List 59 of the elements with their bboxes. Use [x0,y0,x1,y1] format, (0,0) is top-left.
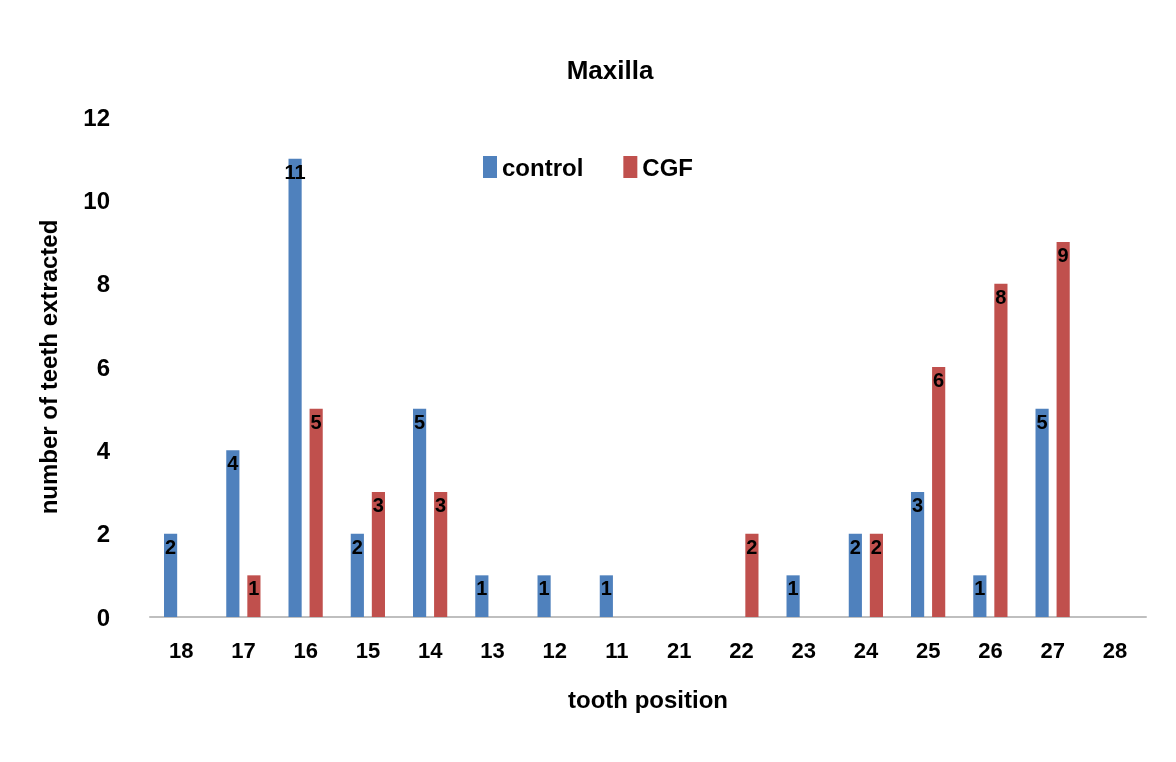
data-label: 2 [746,535,758,558]
x-axis-title: tooth position [568,685,728,713]
bar [1035,408,1049,617]
x-tick-label: 17 [231,637,256,663]
chart-title: Maxilla [566,55,654,85]
x-tick-label: 14 [417,637,444,663]
x-tick-label: 24 [853,637,879,663]
data-label: 5 [414,410,426,433]
data-label: 1 [538,577,550,600]
data-label: 8 [995,285,1007,308]
bar [932,367,946,617]
bar [1056,242,1070,617]
data-label: 1 [248,577,260,600]
legend-label: CGF [642,153,694,181]
data-label: 3 [912,494,924,516]
data-label: 2 [849,535,861,558]
x-tick-label: 13 [480,637,505,663]
bar [994,283,1008,617]
legend-label: control [502,153,584,181]
y-axis-title: number of teeth extracted [34,219,62,515]
data-label: 5 [310,410,322,433]
data-label: 4 [227,452,240,475]
x-tick-label: 18 [168,637,194,663]
x-tick-label: 23 [791,637,816,663]
data-label: 3 [372,494,384,516]
y-tick-label: 12 [83,103,110,131]
data-label: 3 [435,494,447,516]
x-tick-label: 27 [1040,637,1065,663]
bar [413,408,427,617]
bar [226,450,240,617]
bar [434,492,448,617]
data-label: 1 [600,577,612,600]
x-tick-label: 15 [355,637,381,663]
data-label: 6 [933,369,945,391]
y-tick-label: 0 [96,603,110,631]
x-tick-label: 11 [605,637,629,663]
y-tick-label: 2 [96,520,110,548]
data-label: 2 [165,535,177,558]
x-tick-label: 26 [978,637,1003,663]
x-tick-label: 16 [293,637,318,663]
data-label: 9 [1057,244,1069,266]
data-label: 1 [787,577,799,600]
y-tick-label: 6 [96,353,110,381]
x-tick-label: 12 [542,637,567,663]
data-label: 2 [351,535,363,558]
x-tick-label: 25 [915,637,941,663]
bar [911,492,925,617]
x-tick-label: 22 [729,637,754,663]
data-label: 5 [1036,410,1048,433]
data-label: 1 [476,577,488,600]
y-tick-label: 10 [83,186,110,214]
data-label: 1 [974,577,986,600]
y-tick-label: 4 [96,436,111,464]
x-tick-label: 21 [666,637,692,663]
bar [309,408,323,617]
y-tick-label: 8 [96,270,110,298]
data-label: 2 [870,535,882,558]
x-tick-label: 28 [1102,637,1128,663]
bar [371,492,385,617]
